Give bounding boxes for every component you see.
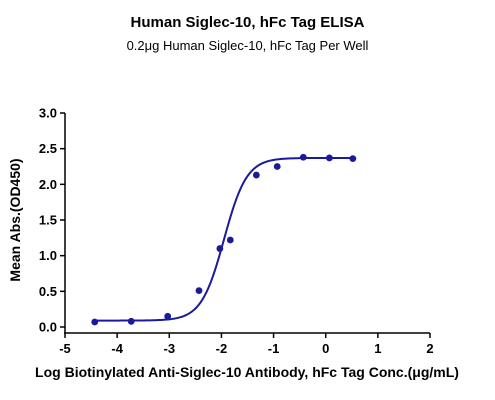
x-tick-label: 0 [322,341,329,356]
data-points [91,153,357,326]
chart-subtitle: 0.2μg Human Siglec-10, hFc Tag Per Well [126,38,369,53]
data-point [273,163,281,170]
data-point [216,245,224,252]
x-axis-title: Log Biotinylated Anti-Siglec-10 Antibody… [35,364,459,380]
axes [64,113,430,334]
data-point [325,154,333,162]
y-tick-label: 0.0 [39,320,57,335]
x-tick-label: -4 [111,341,123,356]
x-tick-label: 2 [426,341,433,356]
fit-curve-line [94,156,353,322]
data-point [164,312,172,320]
data-point [299,153,307,161]
x-tick-label: -1 [268,341,280,356]
data-point [252,171,260,179]
x-tick-label: 1 [374,341,381,356]
data-point [91,318,99,326]
x-tick-label: -2 [216,341,228,356]
x-tick-label: -3 [164,341,176,356]
y-tick-label: 2.5 [39,141,57,156]
data-point [127,317,135,325]
y-tick-label: 0.5 [39,284,57,299]
y-tick-label: 2.0 [39,177,57,192]
data-point [195,287,203,295]
data-point [226,236,234,244]
y-tick-label: 3.0 [39,106,57,121]
y-tick-label: 1.5 [39,213,57,228]
y-axis-ticks: 0.0 0.5 1.0 1.5 2.0 2.5 3.0 [39,106,65,335]
x-tick-label: -5 [59,341,71,356]
chart-title: Human Siglec-10, hFc Tag ELISA [130,14,365,31]
y-axis-title: Mean Abs.(OD450) [7,158,23,281]
y-tick-label: 1.0 [39,248,57,263]
x-axis-ticks: -5 -4 -3 -2 -1 0 1 2 [59,333,434,356]
data-point [349,155,357,163]
